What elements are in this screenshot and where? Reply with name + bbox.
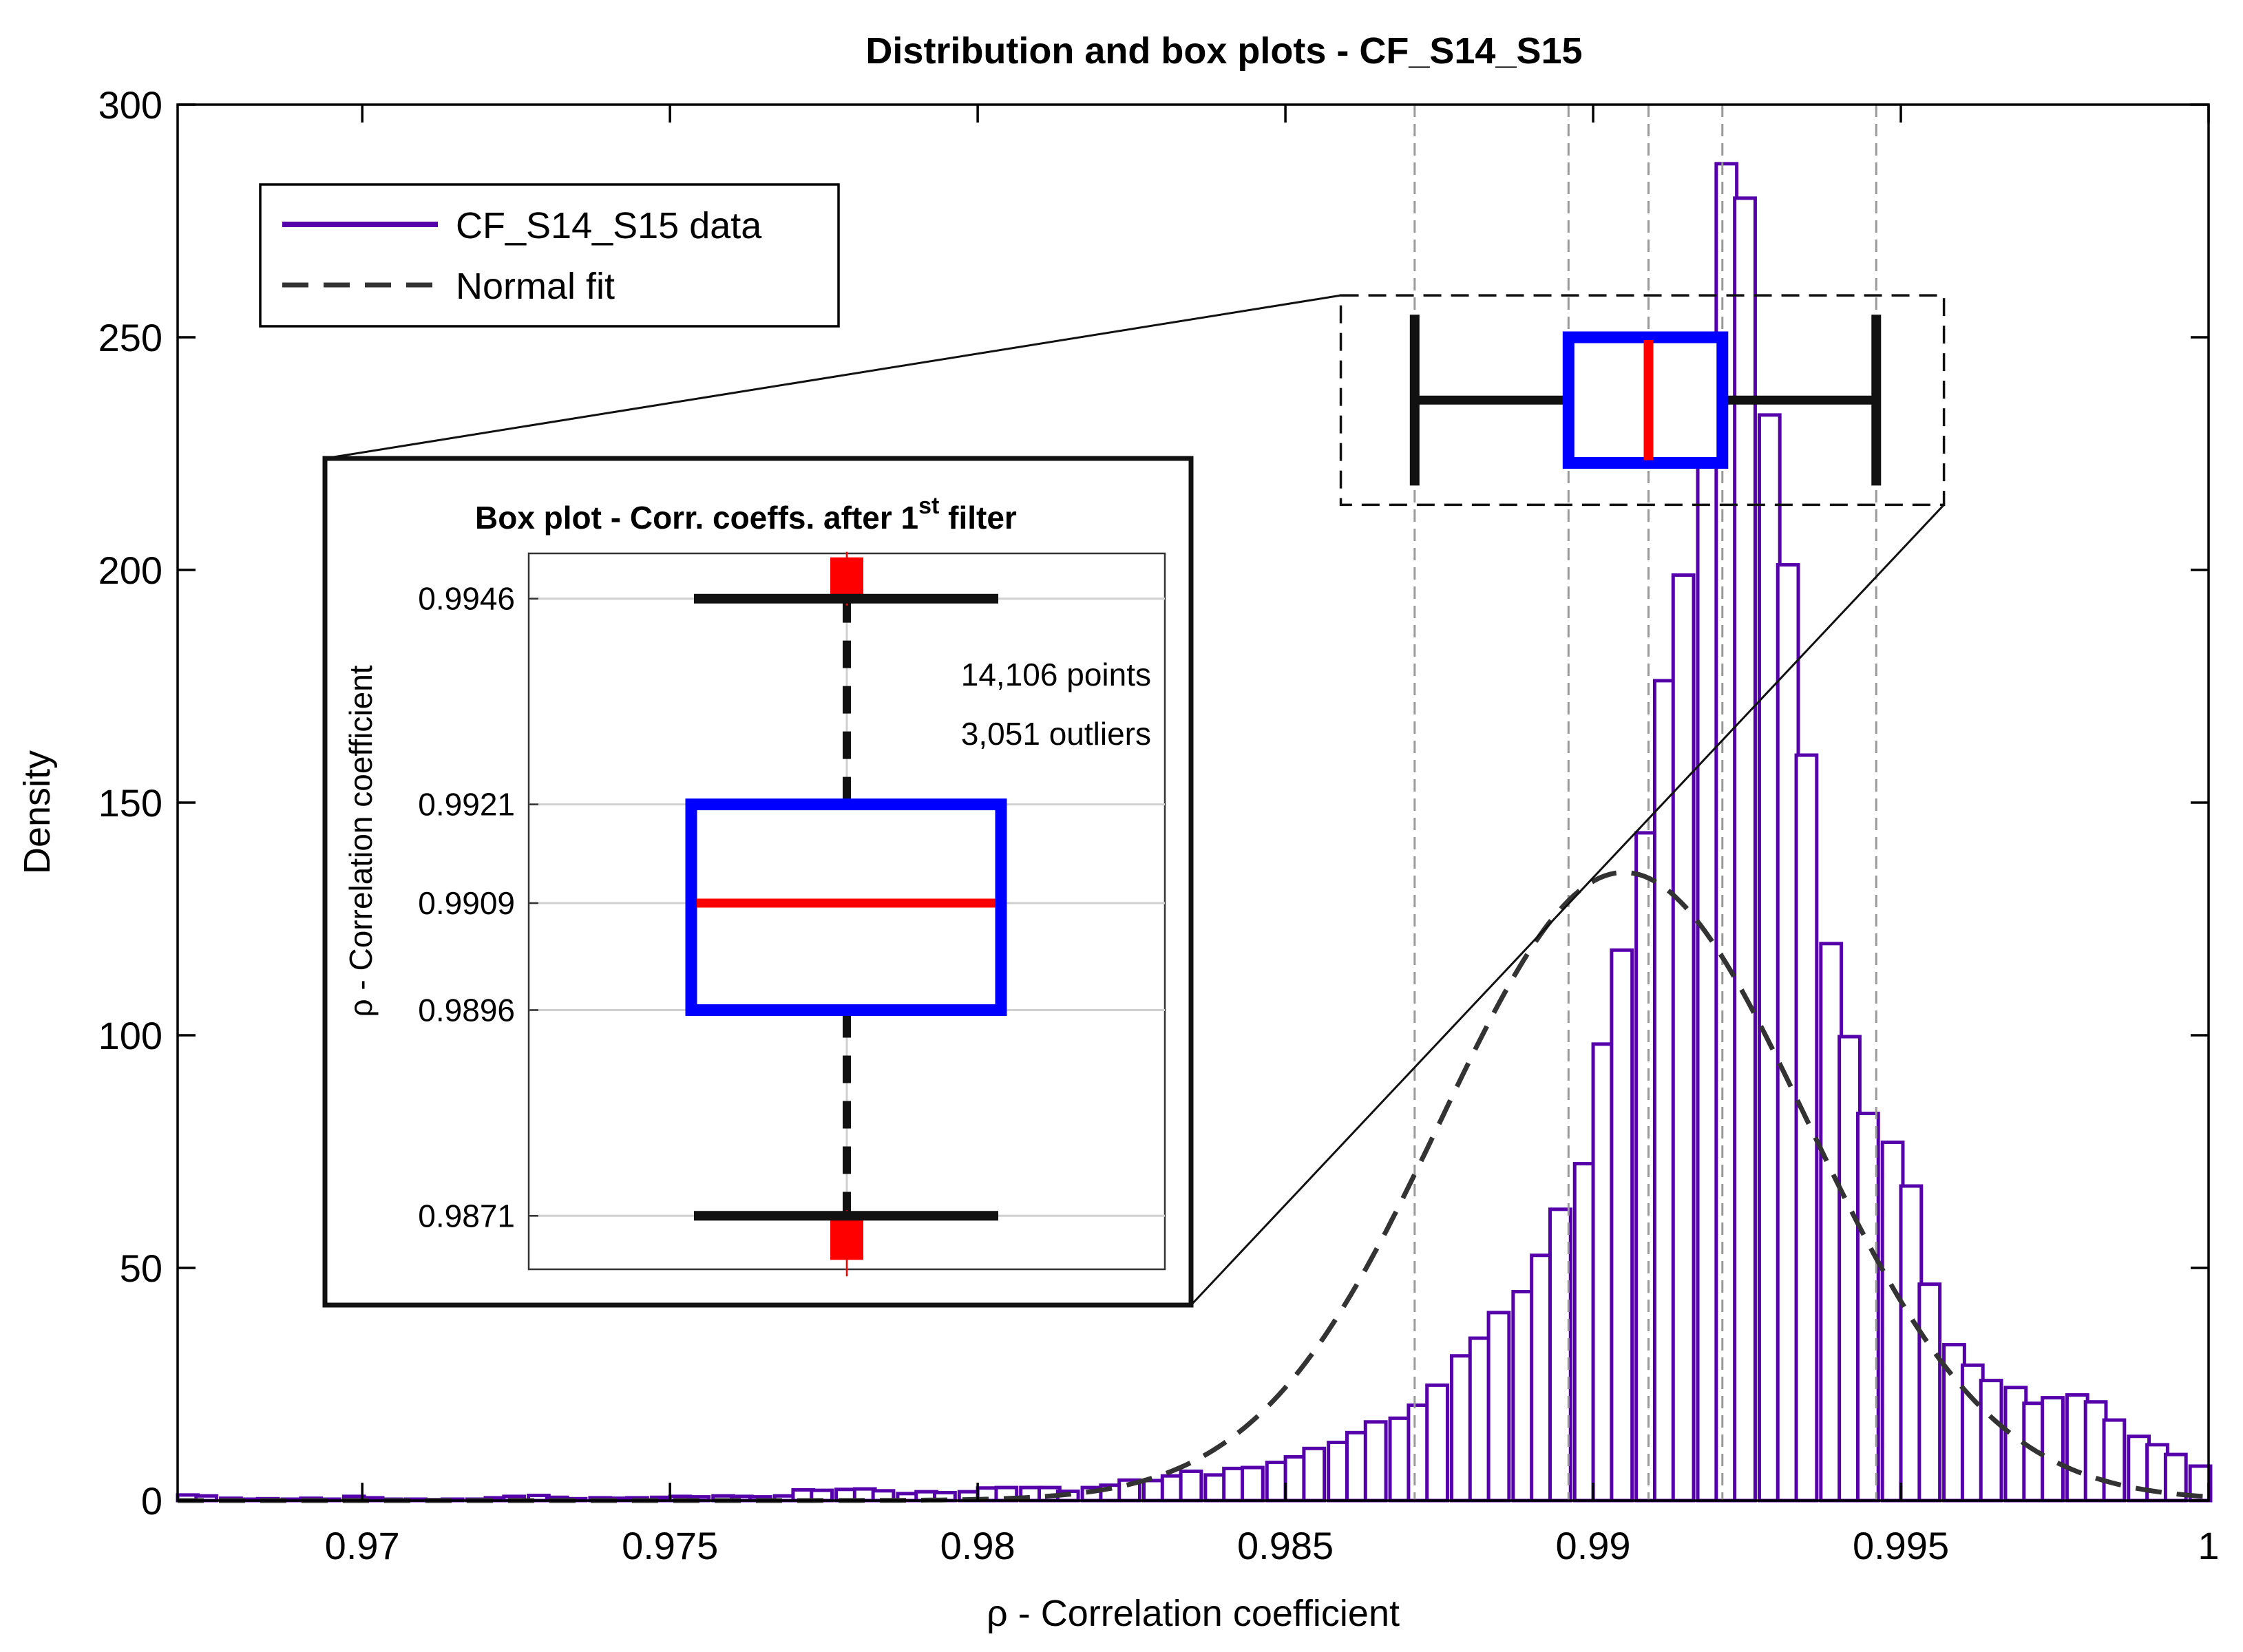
points-annotation: 14,106 points [961,657,1151,692]
y-tick-label: 150 [98,781,162,825]
outliers-annotation: 3,051 outliers [961,716,1151,752]
inset-y-axis-label: ρ - Correlation coefficient [343,665,379,1017]
histogram-bar [2102,1418,2127,1503]
inset-box-plot-panel: Box plot - Corr. coeffs. after 1st filte… [322,456,1194,1308]
inset-vertical-box-plot [685,551,1007,1277]
inset-title: Box plot - Corr. coeffs. after 1st filte… [475,493,1017,536]
x-tick-label: 1 [2198,1524,2219,1567]
y-axis-ticks: 0 50 100 150 200 250 300 [98,83,2209,1523]
histogram-bar [1733,196,1757,1503]
inset-title-superscript: st [918,493,939,519]
x-tick-label: 0.99 [1556,1524,1631,1567]
histogram-bar [1979,1379,2003,1503]
y-tick-label: 50 [120,1247,162,1290]
histogram-bar [1179,1469,1203,1503]
histogram-bar [1855,1112,1880,1503]
x-axis-label: ρ - Correlation coefficient [987,1593,1400,1634]
horizontal-box-plot [1409,315,1882,486]
y-tick-label: 100 [98,1014,162,1057]
legend: CF_S14_S15 data Normal fit [259,183,840,328]
inset-title-main: Box plot - Corr. coeffs. after 1 [475,500,918,536]
histogram-bar [1241,1465,1265,1503]
inset-y-tick-label: 0.9871 [418,1198,515,1233]
inset-title-suffix: filter [939,500,1017,536]
y-tick-label: 300 [98,83,162,127]
histogram-bar [1917,1282,1942,1503]
legend-entry-data: CF_S14_S15 data [456,205,762,246]
zoom-region-box [1339,294,1946,507]
legend-entry-fit: Normal fit [456,266,615,307]
x-tick-label: 0.975 [622,1524,718,1567]
histogram-bar [1671,573,1696,1503]
histogram-bar [1302,1446,1327,1503]
histogram-bar [1363,1420,1388,1503]
zoom-connector-bottom [1190,504,1945,1306]
histogram-bar [1486,1311,1511,1503]
inset-y-tick-label: 0.9896 [418,992,515,1028]
inset-y-tick-label: 0.9946 [418,581,515,617]
histogram-bar [1548,1207,1572,1503]
x-tick-label: 0.995 [1853,1524,1949,1567]
inset-lower-outlier-marker [830,1214,863,1260]
histogram-bar [1794,753,1819,1503]
histogram-bar [1425,1383,1449,1503]
x-axis-ticks: 0.97 0.975 0.98 0.985 0.99 0.995 1 [325,105,2220,1567]
histogram-bar [2041,1396,2065,1503]
zoom-connector-top [324,294,1341,460]
y-tick-label: 0 [141,1479,162,1523]
y-axis-label: Density [17,750,58,874]
histogram-bar [1610,948,1634,1503]
y-tick-label: 200 [98,549,162,592]
inset-y-tick-label: 0.9909 [418,885,515,921]
x-tick-label: 0.985 [1237,1524,1334,1567]
chart-title: Distribution and box plots - CF_S14_S15 [865,30,1582,72]
inset-y-tick-label: 0.9921 [418,787,515,823]
histogram-series [176,162,2213,1503]
x-tick-label: 0.97 [325,1524,400,1567]
legend-box [259,183,840,328]
y-tick-label: 250 [98,316,162,359]
inset-y-ticks: 0.9871 0.9896 0.9909 0.9921 0.9946 [418,581,538,1233]
x-tick-label: 0.98 [940,1524,1015,1567]
